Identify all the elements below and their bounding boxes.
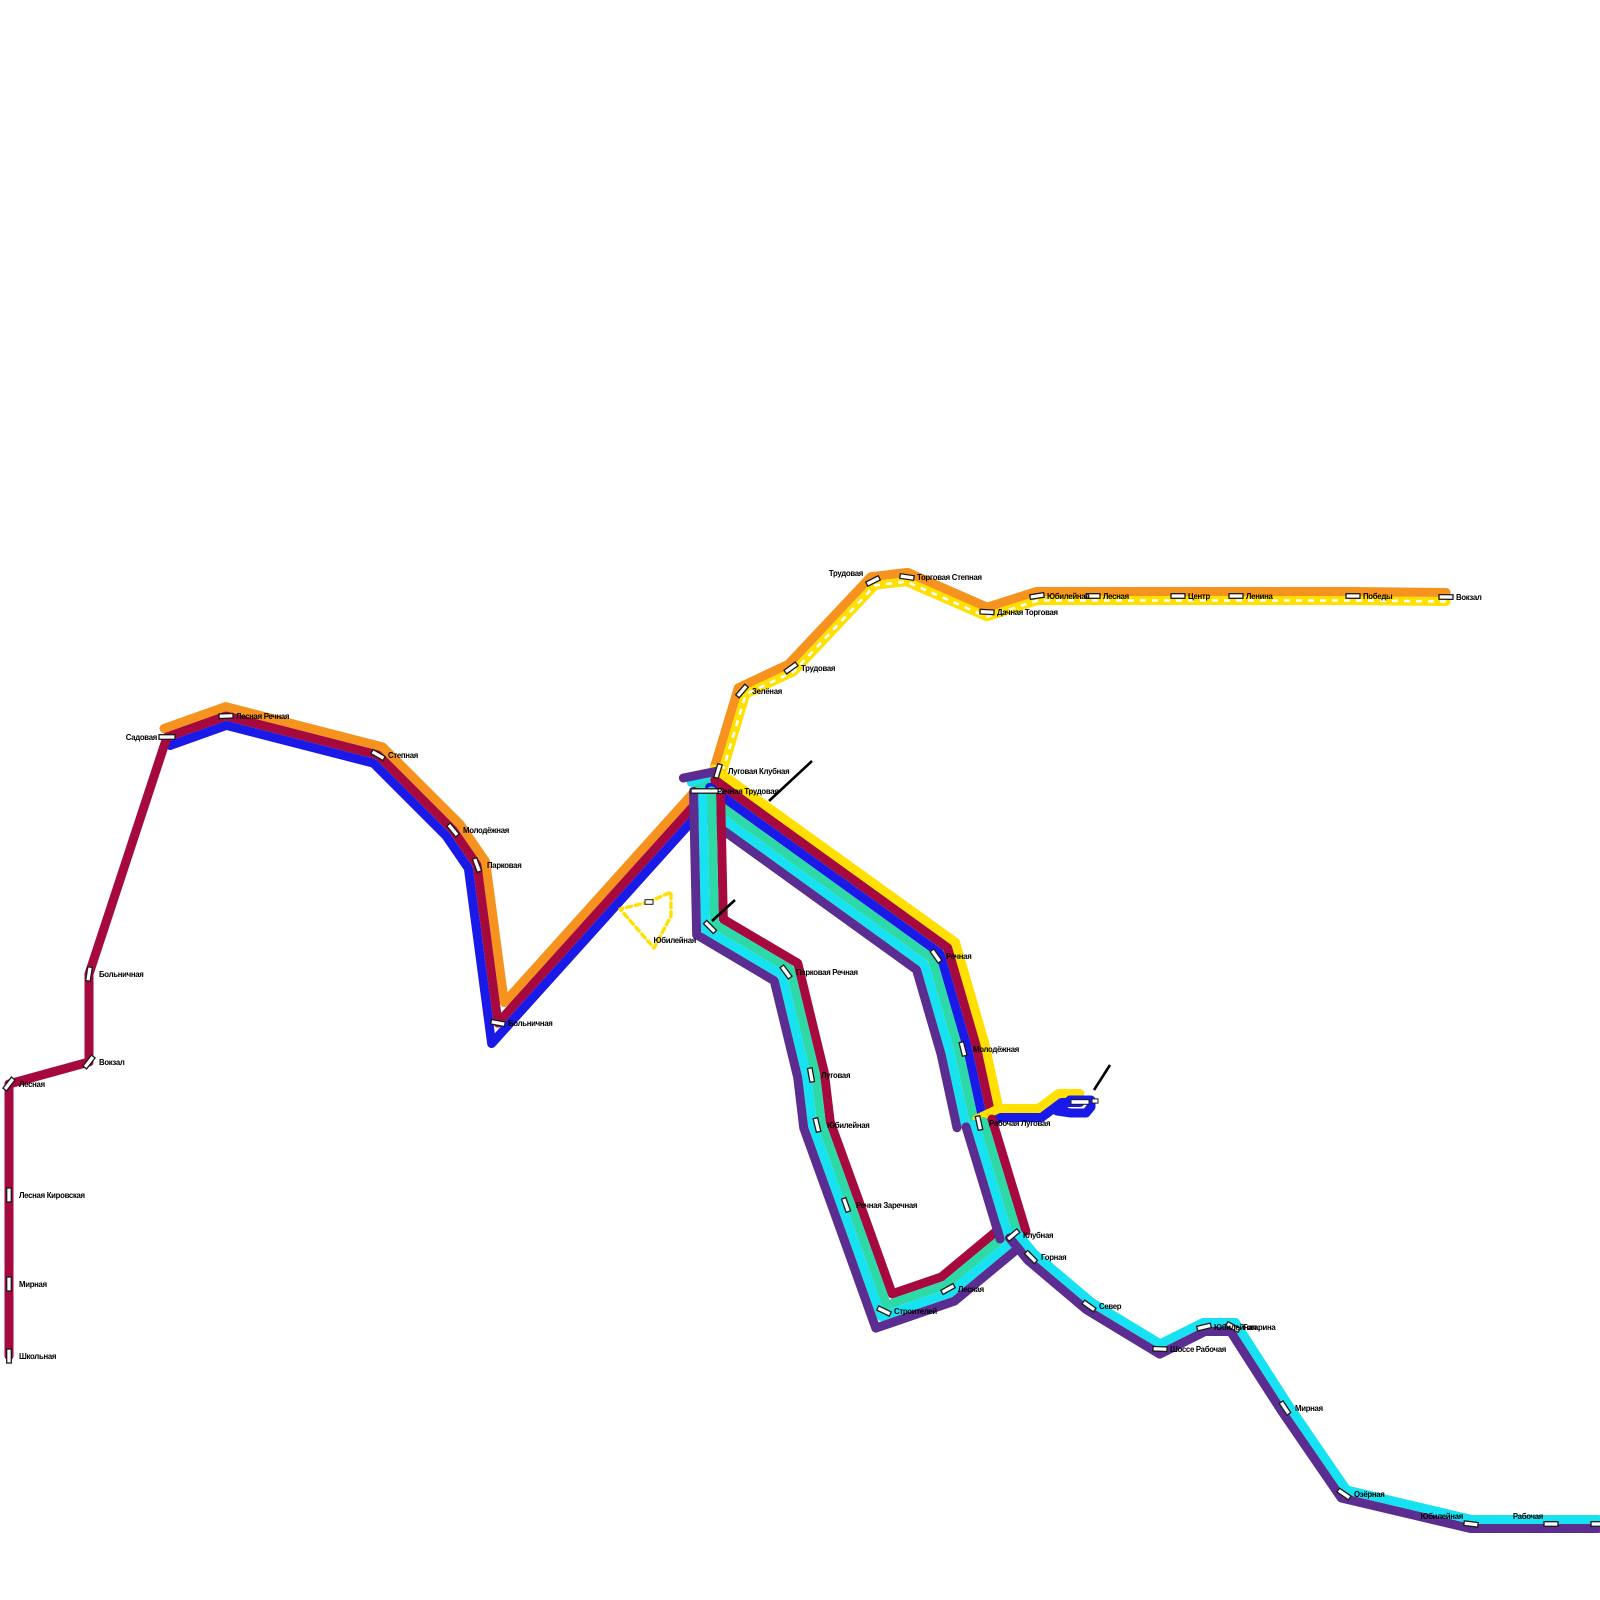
svg-text:Юбилейная: Юбилейная bbox=[1420, 1512, 1463, 1521]
svg-text:Гагарина: Гагарина bbox=[1243, 1323, 1276, 1332]
svg-text:Рабочая: Рабочая bbox=[1513, 1512, 1543, 1521]
svg-text:Юбилейная: Юбилейная bbox=[653, 936, 696, 945]
svg-text:Центр: Центр bbox=[1188, 592, 1210, 601]
svg-text:Речная: Речная bbox=[946, 952, 971, 961]
svg-text:Победы: Победы bbox=[1363, 592, 1393, 601]
svg-text:Мирная: Мирная bbox=[19, 1280, 47, 1289]
svg-text:Рабочая Луговая: Рабочая Луговая bbox=[989, 1119, 1050, 1128]
svg-text:Речная Трудовая: Речная Трудовая bbox=[717, 787, 779, 796]
svg-text:Вокзал: Вокзал bbox=[99, 1058, 125, 1067]
svg-text:Лесная Кировская: Лесная Кировская bbox=[19, 1191, 85, 1200]
svg-text:Строителей: Строителей bbox=[894, 1307, 937, 1316]
svg-text:Торговая Степная: Торговая Степная bbox=[917, 573, 982, 582]
svg-text:Парковая Речная: Парковая Речная bbox=[796, 968, 858, 977]
svg-text:Мирная: Мирная bbox=[1295, 1404, 1323, 1413]
svg-text:Трудовая: Трудовая bbox=[801, 664, 835, 673]
svg-text:Юбилейная: Юбилейная bbox=[827, 1121, 870, 1130]
svg-text:Луговая Клубная: Луговая Клубная bbox=[728, 767, 789, 776]
svg-text:Молодёжная: Молодёжная bbox=[463, 826, 509, 835]
svg-text:Школьная: Школьная bbox=[19, 1352, 56, 1361]
svg-text:Горная: Горная bbox=[1041, 1253, 1066, 1262]
svg-text:Ленина: Ленина bbox=[1246, 592, 1274, 601]
svg-text:Юбилейная: Юбилейная bbox=[1047, 592, 1090, 601]
svg-text:Больничная: Больничная bbox=[508, 1019, 553, 1028]
svg-text:Речная Заречная: Речная Заречная bbox=[856, 1201, 917, 1210]
svg-text:Больничная: Больничная bbox=[99, 970, 144, 979]
svg-text:Степная: Степная bbox=[388, 751, 418, 760]
svg-text:Север: Север bbox=[1099, 1302, 1122, 1311]
svg-text:Луговая: Луговая bbox=[821, 1071, 850, 1080]
svg-text:Парковая: Парковая bbox=[487, 861, 521, 870]
svg-text:Вокзал: Вокзал bbox=[1456, 593, 1482, 602]
svg-text:Лесная: Лесная bbox=[19, 1080, 45, 1089]
svg-text:Клубная: Клубная bbox=[1023, 1231, 1053, 1240]
svg-text:Дачная Торговая: Дачная Торговая bbox=[997, 608, 1058, 617]
svg-text:Лесная Речная: Лесная Речная bbox=[236, 712, 289, 721]
svg-text:Садовая: Садовая bbox=[126, 733, 157, 742]
svg-text:Лесная: Лесная bbox=[1103, 592, 1129, 601]
svg-text:Шоссе Рабочая: Шоссе Рабочая bbox=[1170, 1345, 1226, 1354]
svg-text:Лесная: Лесная bbox=[958, 1285, 984, 1294]
svg-text:Озёрная: Озёрная bbox=[1354, 1490, 1385, 1499]
svg-text:Зелёная: Зелёная bbox=[752, 687, 782, 696]
svg-text:Трудовая: Трудовая bbox=[829, 569, 863, 578]
svg-text:Молодёжная: Молодёжная bbox=[973, 1045, 1019, 1054]
